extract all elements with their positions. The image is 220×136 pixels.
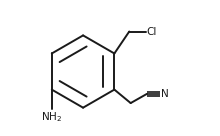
Text: N: N [161, 89, 169, 99]
Text: NH$_2$: NH$_2$ [41, 110, 62, 124]
Text: Cl: Cl [146, 27, 157, 36]
